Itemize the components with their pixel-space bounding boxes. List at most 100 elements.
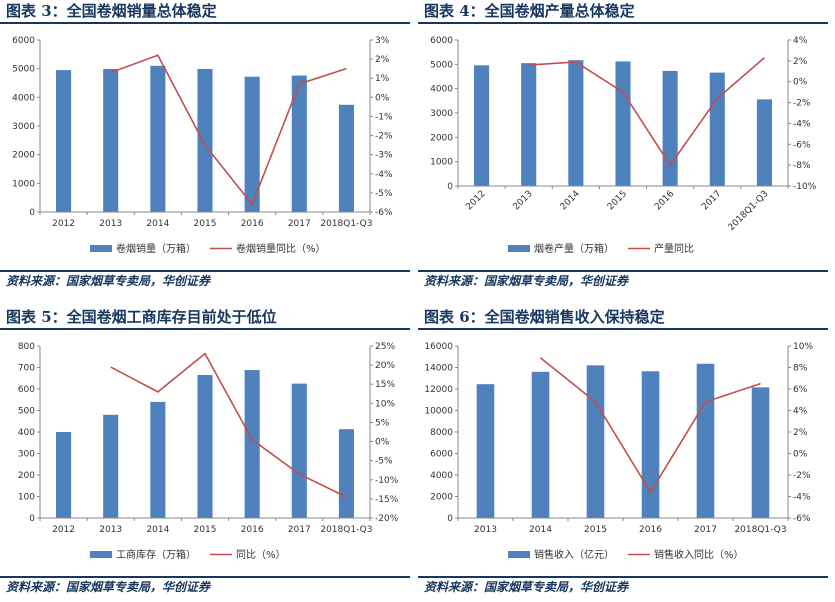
legend-bar-label: 卷烟销量（万箱）	[116, 242, 196, 255]
right-tick-label: 3%	[375, 36, 390, 46]
right-tick-label: -1%	[375, 112, 393, 122]
left-tick-label: 4000	[12, 93, 35, 103]
left-tick-label: 600	[18, 385, 35, 395]
right-tick-label: 4%	[793, 407, 808, 417]
right-tick-label: -5%	[375, 189, 393, 199]
legend-line-label: 同比（%）	[236, 549, 286, 561]
chart-bar	[291, 75, 307, 212]
chart-bar	[696, 363, 715, 518]
right-tick-label: -15%	[375, 495, 399, 505]
chart-bar	[476, 384, 495, 518]
right-tick-label: 2%	[375, 55, 390, 65]
legend-bar-swatch	[90, 551, 112, 558]
chart-bar	[197, 375, 213, 518]
left-tick-label: 3000	[12, 122, 35, 132]
left-tick-label: 0	[447, 514, 453, 524]
right-tick-label: 15%	[375, 380, 395, 390]
right-tick-label: -4%	[793, 493, 811, 503]
right-tick-label: 2%	[793, 57, 808, 67]
x-tick-label: 2017	[288, 219, 311, 229]
right-tick-label: -6%	[793, 140, 811, 150]
x-tick-label: 2012	[52, 525, 75, 535]
chart-bar	[586, 365, 605, 518]
chart-bar	[103, 414, 119, 518]
chart-source: 资料来源：国家烟草专卖局，华创证券	[418, 576, 828, 596]
left-tick-label: 8000	[430, 428, 453, 438]
left-tick-label: 6000	[430, 36, 453, 46]
right-tick-label: -20%	[375, 514, 399, 524]
chart-bar	[150, 65, 166, 212]
x-tick-label: 2013	[99, 219, 122, 229]
right-tick-label: -6%	[375, 208, 393, 218]
chart-bar	[751, 387, 770, 518]
chart-bar	[709, 72, 725, 186]
left-tick-label: 6000	[12, 36, 35, 46]
x-tick-label: 2017	[700, 189, 723, 212]
right-tick-label: 0%	[375, 93, 390, 103]
chart-panel-revenue: 图表 6：全国卷烟销售收入保持稳定 0 2000 4000 6000 8000 10000…	[418, 306, 828, 601]
left-tick-label: 0	[29, 208, 35, 218]
chart-bar	[150, 401, 166, 518]
left-tick-label: 800	[18, 342, 35, 352]
right-tick-label: -8%	[793, 161, 811, 171]
left-tick-label: 2000	[430, 133, 453, 143]
left-tick-label: 5000	[12, 65, 35, 75]
x-tick-label: 2014	[146, 219, 169, 229]
x-tick-label: 2014	[529, 525, 552, 535]
left-tick-label: 12000	[424, 385, 453, 395]
left-tick-label: 1000	[12, 179, 35, 189]
legend-bar-label: 工商库存（万箱）	[116, 548, 196, 561]
x-tick-label: 2018Q1-Q3	[734, 525, 786, 535]
left-tick-label: 100	[18, 493, 35, 503]
chart-source: 资料来源：国家烟草专卖局，华创证券	[0, 270, 410, 290]
left-tick-label: 14000	[424, 364, 453, 374]
chart-title: 图表 6：全国卷烟销售收入保持稳定	[418, 306, 828, 330]
right-tick-label: 0%	[793, 450, 808, 460]
right-tick-label: -2%	[793, 471, 811, 481]
chart-plot: 0 2000 4000 6000 8000 10000 12000 14000 16000 -6%…	[424, 342, 813, 561]
x-tick-label: 2016	[653, 189, 676, 212]
left-tick-label: 6000	[430, 450, 453, 460]
right-tick-label: -2%	[375, 132, 393, 142]
left-tick-label: 300	[18, 450, 35, 460]
chart-bar	[103, 68, 119, 212]
right-tick-label: 10%	[793, 342, 813, 352]
right-tick-label: -2%	[793, 99, 811, 109]
chart-plot: 0 1000 2000 3000 4000 5000 6000 -10% -8% -6% -4% -2…	[430, 36, 817, 255]
chart-bar	[615, 61, 631, 187]
chart-bar	[338, 429, 354, 518]
chart-bar	[641, 371, 660, 518]
chart-bar	[56, 432, 72, 518]
left-tick-label: 0	[447, 182, 453, 192]
x-tick-label: 2018Q1-Q3	[320, 219, 372, 229]
chart-line-series	[110, 54, 347, 206]
x-tick-label: 2017	[694, 525, 717, 535]
x-tick-label: 2015	[584, 525, 607, 535]
left-tick-label: 700	[18, 364, 35, 374]
left-tick-label: 2000	[12, 151, 35, 161]
chart-bar	[56, 70, 72, 212]
chart-bar	[197, 68, 213, 212]
right-tick-label: -6%	[793, 514, 811, 524]
right-tick-label: 8%	[793, 364, 808, 374]
x-tick-label: 2013	[99, 525, 122, 535]
chart-line-series	[528, 57, 765, 167]
chart-bar	[521, 63, 537, 186]
left-tick-label: 400	[18, 428, 35, 438]
right-tick-label: -3%	[375, 151, 393, 161]
right-tick-label: 4%	[793, 36, 808, 46]
chart-bar	[756, 99, 772, 186]
chart-bar	[291, 383, 307, 518]
chart-bar	[474, 65, 490, 186]
right-tick-label: 6%	[793, 385, 808, 395]
chart-panel-sales: 图表 3：全国卷烟销量总体稳定 0 1000 2000 3000 4000 5000 600…	[0, 0, 410, 295]
x-tick-label: 2018Q1-Q3	[320, 525, 372, 535]
x-tick-label: 2014	[146, 525, 169, 535]
legend-line-label: 产量同比	[654, 242, 694, 255]
right-tick-label: -4%	[375, 170, 393, 180]
x-tick-label: 2012	[464, 189, 487, 212]
chart-title: 图表 3：全国卷烟销量总体稳定	[0, 0, 410, 24]
right-tick-label: -5%	[375, 457, 393, 467]
legend-bar-swatch	[508, 245, 530, 252]
legend-line-label: 卷烟销量同比（%）	[236, 242, 326, 255]
